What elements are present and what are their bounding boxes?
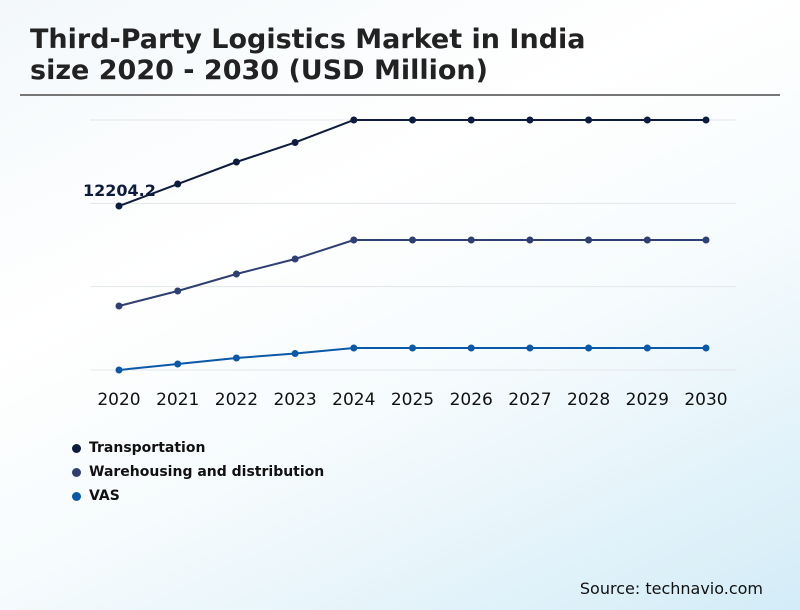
- data-point: [232, 158, 240, 166]
- legend-marker-icon: [72, 467, 81, 477]
- data-point: [115, 302, 123, 310]
- x-tick-label: 2025: [391, 390, 434, 410]
- x-tick-label: 2021: [156, 390, 199, 410]
- x-tick-label: 2023: [273, 390, 316, 410]
- x-tick-label: 2030: [684, 390, 727, 410]
- data-point: [174, 287, 182, 295]
- legend: Transportation Warehousing and distributi…: [72, 436, 324, 508]
- data-point: [232, 354, 240, 362]
- data-point: [115, 202, 123, 210]
- data-point: [643, 236, 651, 244]
- data-point: [291, 255, 299, 263]
- data-point: [467, 116, 475, 124]
- data-point: [526, 116, 534, 124]
- data-point: [643, 116, 651, 124]
- x-tick-label: 2022: [215, 390, 258, 410]
- data-point: [115, 366, 123, 374]
- data-point: [467, 236, 475, 244]
- data-point: [702, 344, 710, 352]
- x-tick-label: 2020: [97, 390, 140, 410]
- series-line-warehousing-and-distribution: [118, 238, 706, 307]
- title-divider: [20, 94, 780, 96]
- data-point: [174, 360, 182, 368]
- title-line-1: Third-Party Logistics Market in India: [30, 24, 586, 55]
- legend-marker-icon: [72, 491, 81, 501]
- data-point: [232, 270, 240, 278]
- data-point: [585, 116, 593, 124]
- data-point: [585, 236, 593, 244]
- data-point: [526, 236, 534, 244]
- title-line-2: size 2020 - 2030 (USD Million): [30, 55, 488, 86]
- legend-label: Transportation: [89, 440, 206, 456]
- x-tick-label: 2029: [626, 390, 669, 410]
- data-point: [409, 116, 416, 124]
- legend-item: Warehousing and distribution: [72, 460, 324, 484]
- data-point: [291, 138, 299, 146]
- data-label: 12204.2: [83, 181, 156, 200]
- x-tick-label: 2026: [450, 390, 493, 410]
- data-point: [350, 344, 358, 352]
- data-point: [702, 236, 710, 244]
- data-point: [350, 116, 358, 124]
- legend-item: Transportation: [72, 436, 324, 460]
- data-point: [585, 344, 593, 352]
- data-point: [409, 236, 416, 244]
- data-point: [409, 344, 416, 352]
- legend-item: VAS: [72, 484, 324, 508]
- data-point: [350, 236, 358, 244]
- x-tick-label: 2028: [567, 390, 610, 410]
- data-point: [643, 344, 651, 352]
- legend-marker-icon: [72, 443, 81, 453]
- data-point: [174, 180, 182, 188]
- source-label: Source: technavio.com: [579, 579, 763, 598]
- data-point: [467, 344, 475, 352]
- legend-label: VAS: [89, 488, 120, 504]
- data-point: [526, 344, 534, 352]
- chart-title: Third-Party Logistics Market in India si…: [30, 24, 586, 86]
- x-tick-label: 2027: [508, 390, 551, 410]
- legend-label: Warehousing and distribution: [89, 464, 325, 480]
- data-point: [702, 116, 710, 124]
- x-tick-label: 2024: [332, 390, 375, 410]
- data-point: [291, 349, 299, 357]
- series-line-transportation: [118, 119, 706, 207]
